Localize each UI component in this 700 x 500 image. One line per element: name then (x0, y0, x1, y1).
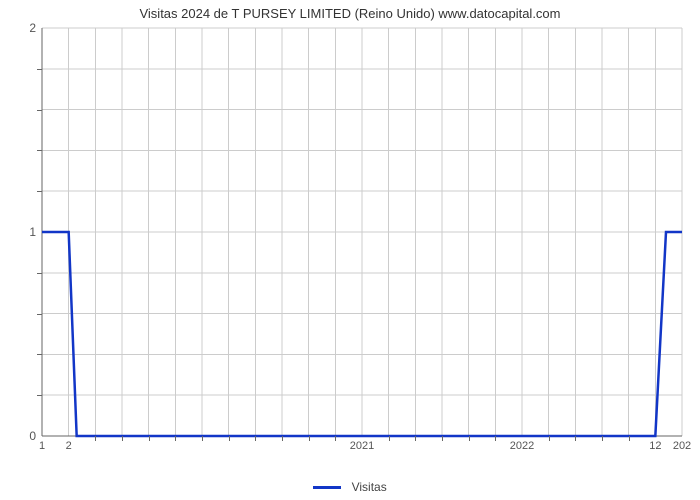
y-tick-label: 2 (29, 21, 36, 35)
y-tick-minor (37, 110, 42, 111)
plot-area: 012 122021202212202 (42, 28, 682, 436)
x-tick-label: 2022 (510, 440, 534, 452)
x-tick-minor (442, 436, 443, 441)
x-tick-minor (282, 436, 283, 441)
x-tick-minor (389, 436, 390, 441)
x-tick-minor (575, 436, 576, 441)
y-tick-minor (37, 150, 42, 151)
chart-title: Visitas 2024 de T PURSEY LIMITED (Reino … (0, 6, 700, 21)
plot-svg (42, 28, 682, 436)
x-tick-minor (335, 436, 336, 441)
y-tick-label: 1 (29, 225, 36, 239)
y-tick-minor (37, 314, 42, 315)
x-tick-label: 2021 (350, 440, 374, 452)
y-tick-label: 0 (29, 429, 36, 443)
x-tick-minor (415, 436, 416, 441)
y-tick-minor (37, 354, 42, 355)
x-tick-minor (229, 436, 230, 441)
legend-label: Visitas (352, 480, 387, 494)
x-tick-label: 1 (39, 440, 45, 452)
x-tick-minor (495, 436, 496, 441)
x-tick-minor (202, 436, 203, 441)
y-tick-minor (37, 69, 42, 70)
x-tick-label: 202 (673, 440, 691, 452)
x-tick-minor (255, 436, 256, 441)
legend: Visitas (0, 480, 700, 494)
x-tick-minor (629, 436, 630, 441)
legend-swatch (313, 486, 341, 489)
x-tick-minor (175, 436, 176, 441)
x-tick-minor (122, 436, 123, 441)
x-tick-minor (309, 436, 310, 441)
y-tick-minor (37, 395, 42, 396)
x-tick-minor (469, 436, 470, 441)
y-tick-minor (37, 273, 42, 274)
x-tick-label: 12 (649, 440, 661, 452)
x-tick-minor (602, 436, 603, 441)
gridlines (42, 28, 682, 436)
visits-chart: Visitas 2024 de T PURSEY LIMITED (Reino … (0, 0, 700, 500)
y-tick-minor (37, 191, 42, 192)
x-tick-minor (549, 436, 550, 441)
x-tick-minor (95, 436, 96, 441)
x-tick-label: 2 (66, 440, 72, 452)
x-tick-minor (149, 436, 150, 441)
